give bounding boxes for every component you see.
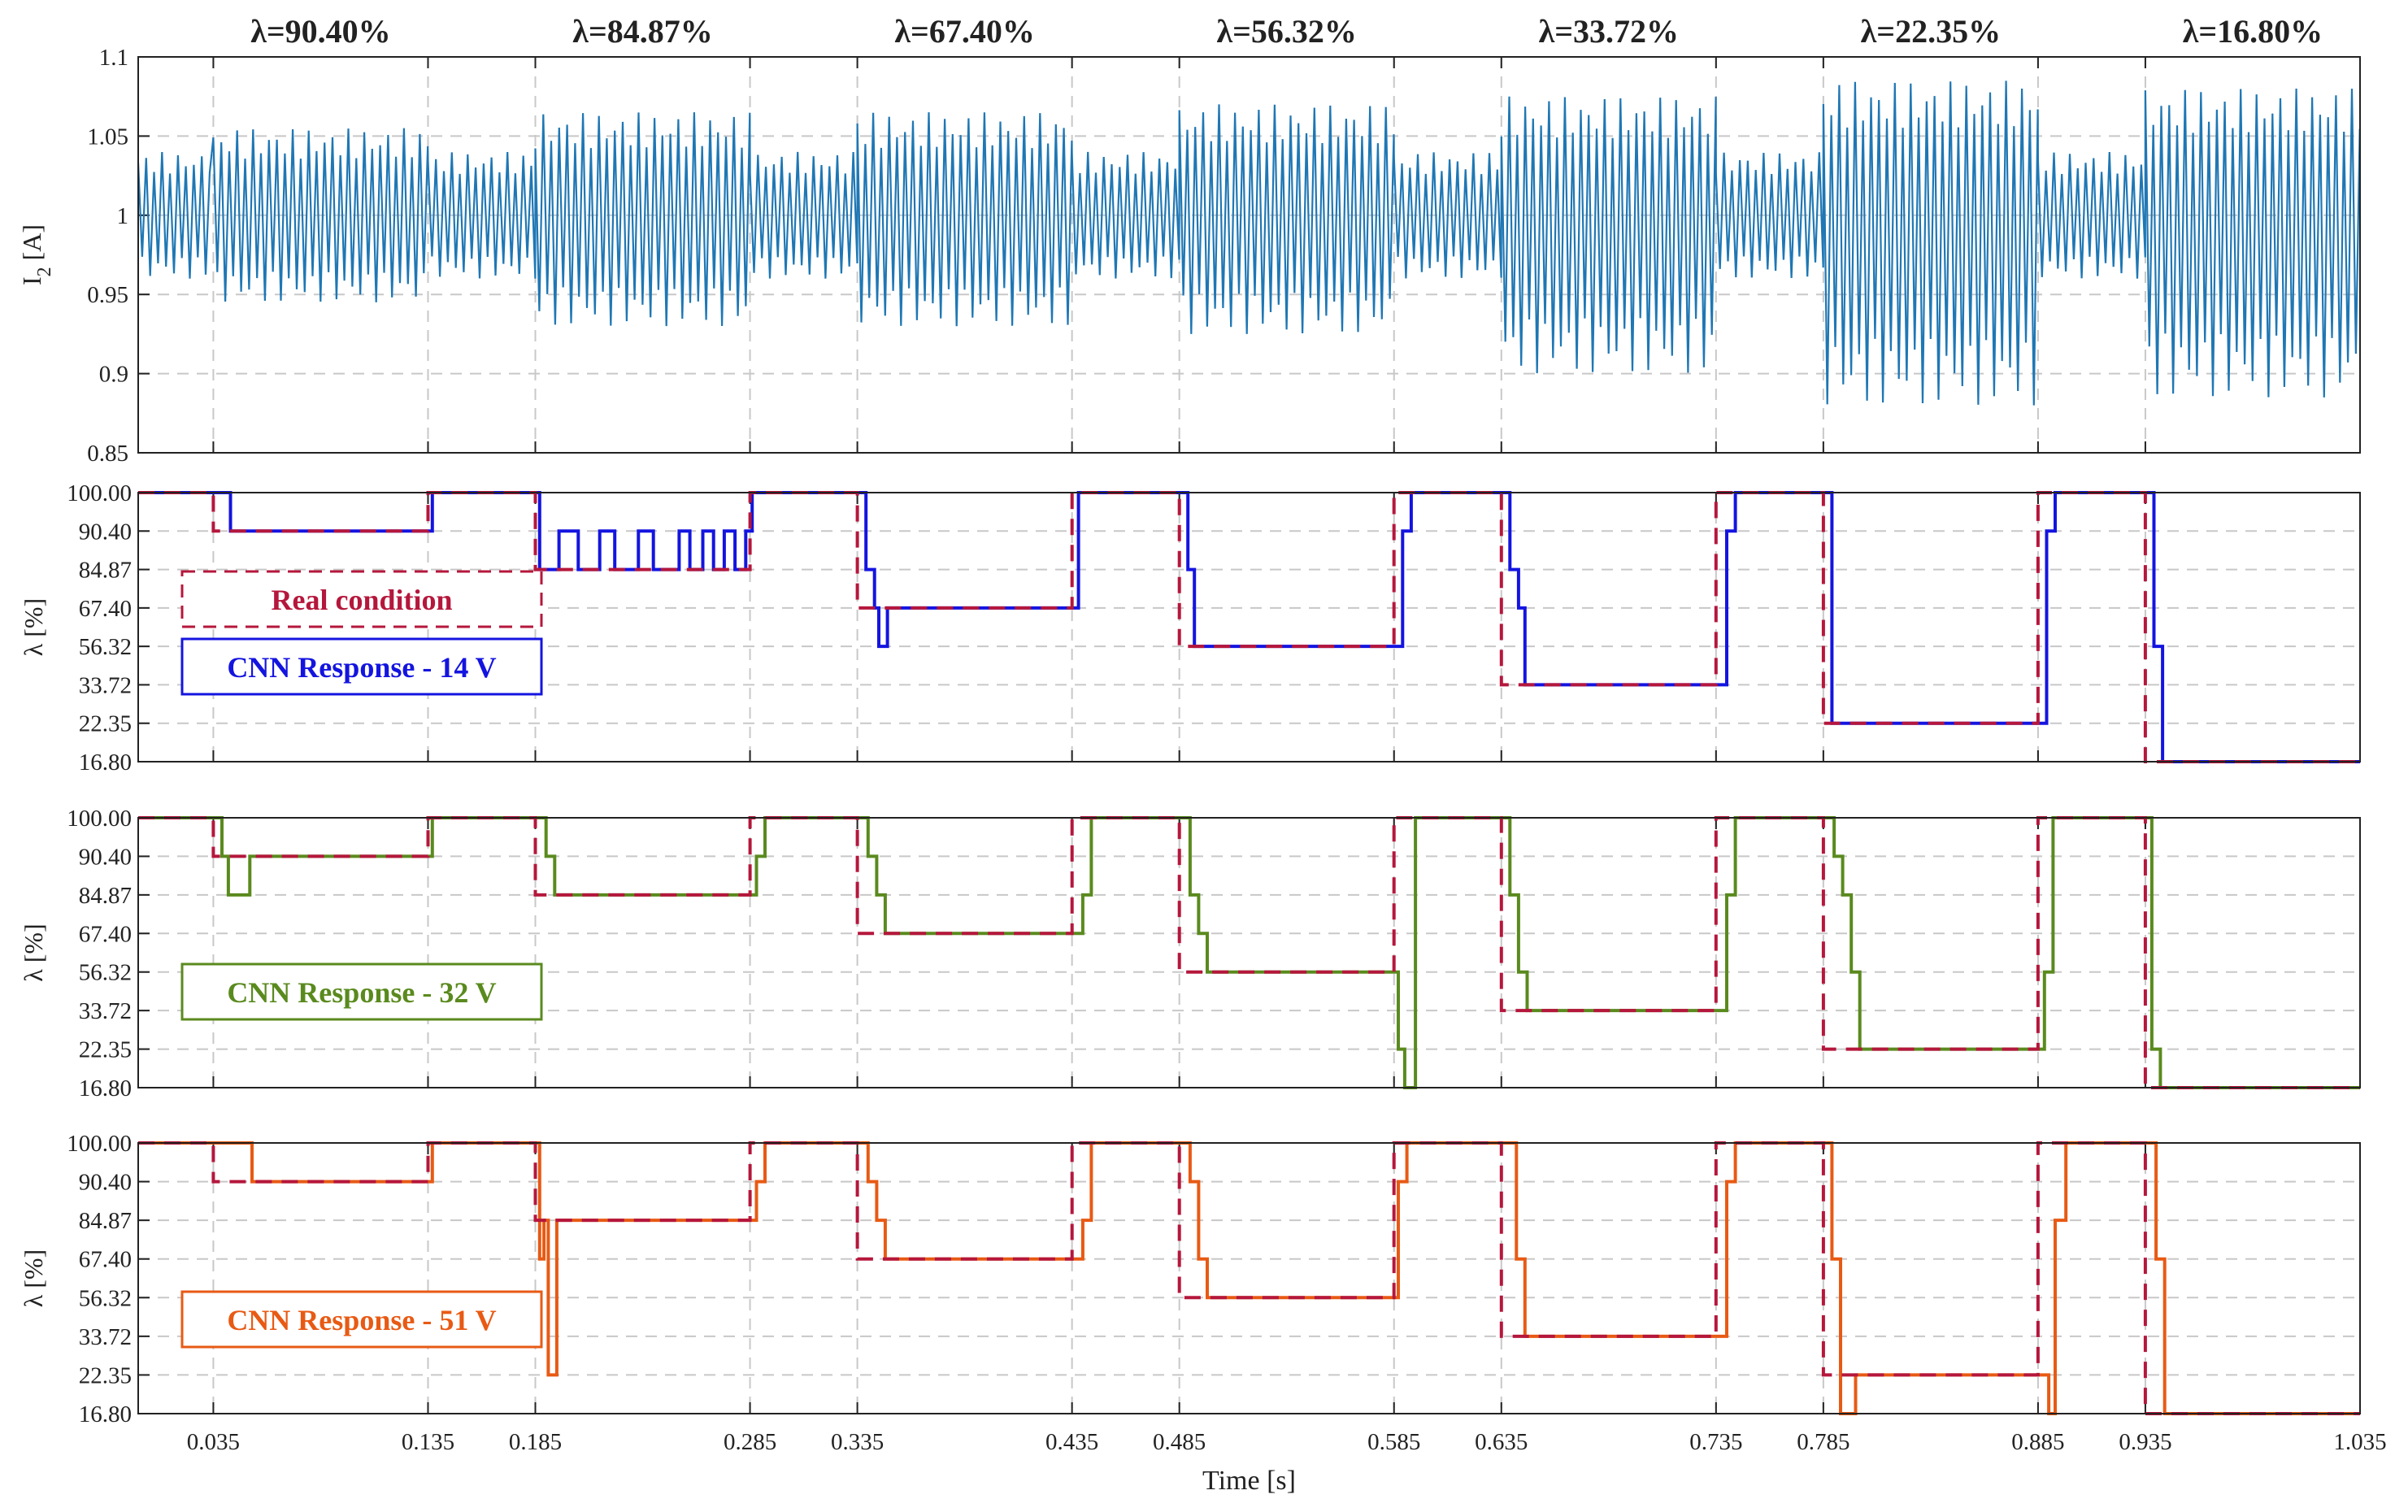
y-tick-label: 1.05: [87, 124, 128, 150]
x-tick-label: 0.135: [402, 1429, 454, 1455]
region-lambda-label: λ=33.72%: [1539, 13, 1679, 50]
plot-frame-lambda: [137, 1142, 2361, 1414]
y-tick-label: 100.00: [67, 480, 132, 506]
y-tick-label: 33.72: [79, 672, 132, 698]
y-tick-label: 84.87: [79, 883, 132, 909]
y-tick-label: 90.40: [79, 844, 132, 870]
y-tick-label: 1.1: [99, 45, 128, 71]
x-tick-label: 0.935: [2119, 1429, 2171, 1455]
region-lambda-label: λ=22.35%: [1861, 13, 2001, 50]
y-tick-label: 1: [117, 203, 129, 229]
y-tick-label: 22.35: [79, 1362, 132, 1388]
x-tick-label: 0.335: [831, 1429, 884, 1455]
x-tick-label: 1.035: [2333, 1429, 2386, 1455]
plot-frame-current: [137, 56, 2361, 454]
real-condition-line: [138, 816, 2360, 1089]
y-axis-label-lambda: λ [%]: [19, 1249, 48, 1307]
x-tick-label: 0.485: [1153, 1429, 1206, 1455]
y-tick-label: 67.40: [79, 1247, 132, 1273]
y-tick-label: 90.40: [79, 519, 132, 545]
legend-box: [180, 1290, 543, 1349]
y-tick-label: 90.40: [79, 1170, 132, 1196]
legend-label: Real condition: [271, 584, 452, 616]
legend-label: CNN Response - 32 V: [227, 976, 496, 1009]
y-label-unit: [A]: [17, 224, 46, 267]
y-tick-label: 100.00: [67, 806, 132, 832]
legend-label: CNN Response - 51 V: [227, 1304, 496, 1336]
y-tick-label: 56.32: [79, 634, 132, 660]
y-tick-label: 22.35: [79, 1037, 132, 1063]
y-tick-label: 56.32: [79, 960, 132, 986]
y-label-subscript: 2: [34, 267, 55, 276]
region-lambda-label: λ=84.87%: [572, 13, 712, 50]
y-tick-label: 0.85: [87, 441, 128, 467]
y-tick-label: 16.80: [79, 1075, 132, 1101]
region-lambda-label: λ=90.40%: [250, 13, 390, 50]
x-tick-label: 0.635: [1475, 1429, 1528, 1455]
y-axis-label-lambda: λ [%]: [19, 598, 48, 656]
legend-label: CNN Response - 14 V: [227, 651, 496, 684]
cnn-response-line: [138, 491, 2360, 763]
y-tick-label: 84.87: [79, 558, 132, 584]
plot-frame-lambda: [137, 492, 2361, 763]
y-tick-label: 16.80: [79, 749, 132, 776]
x-tick-label: 0.785: [1797, 1429, 1849, 1455]
y-tick-label: 100.00: [67, 1131, 132, 1157]
x-tick-label: 0.035: [187, 1429, 240, 1455]
region-lambda-label: λ=16.80%: [2183, 13, 2323, 50]
legend-box: [180, 570, 543, 628]
y-tick-label: 67.40: [79, 921, 132, 947]
y-tick-label: 22.35: [79, 711, 132, 737]
y-tick-label: 0.95: [87, 282, 128, 308]
real-condition-line: [138, 1141, 2360, 1415]
y-tick-label: 16.80: [79, 1401, 132, 1427]
y-tick-label: 0.9: [99, 362, 128, 388]
y-axis-label-lambda: λ [%]: [19, 923, 48, 981]
cnn-response-line: [138, 816, 2360, 1089]
region-lambda-label: λ=67.40%: [894, 13, 1034, 50]
region-lambda-label: λ=56.32%: [1216, 13, 1356, 50]
y-tick-label: 33.72: [79, 1324, 132, 1350]
x-tick-label: 0.435: [1045, 1429, 1098, 1455]
x-tick-label: 0.285: [724, 1429, 776, 1455]
cnn-response-line: [138, 1141, 2360, 1415]
plot-frame-lambda: [137, 817, 2361, 1088]
y-label-main: I: [17, 276, 46, 285]
y-tick-label: 33.72: [79, 998, 132, 1024]
y-tick-label: 84.87: [79, 1208, 132, 1234]
current-signal-line: [137, 80, 2361, 406]
x-tick-label: 0.735: [1689, 1429, 1742, 1455]
x-tick-label: 0.185: [509, 1429, 562, 1455]
y-tick-label: 67.40: [79, 596, 132, 622]
x-axis-label: Time [s]: [1202, 1466, 1296, 1496]
y-axis-label-current: I2 [A]: [17, 224, 55, 285]
real-condition-line: [138, 491, 2360, 763]
x-tick-label: 0.885: [2011, 1429, 2064, 1455]
legend-box: [180, 962, 543, 1021]
x-tick-label: 0.585: [1367, 1429, 1420, 1455]
y-tick-label: 56.32: [79, 1285, 132, 1311]
legend-box: [180, 637, 543, 696]
